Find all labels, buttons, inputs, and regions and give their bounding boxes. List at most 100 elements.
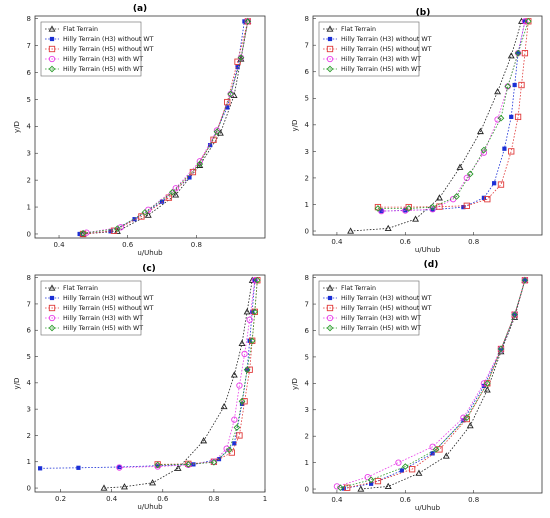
legend-label: Hilly Terrain (H3) with WT [341, 56, 421, 63]
data-point [225, 446, 233, 454]
y-tick-label: 8 [305, 15, 309, 23]
x-tick-label: 0.6 [400, 496, 412, 504]
data-point [79, 229, 87, 237]
data-point [463, 415, 470, 423]
data-point [244, 18, 252, 25]
legend-box [40, 280, 142, 336]
y-axis-label: y/D [291, 120, 299, 132]
data-point [524, 17, 532, 25]
data-point [405, 205, 413, 212]
data-point [357, 485, 365, 492]
data-point [463, 414, 471, 422]
y-tick-label: 4 [27, 123, 32, 131]
data-point [483, 386, 491, 393]
series-line [103, 280, 253, 489]
y-tick-label: 7 [27, 42, 31, 50]
legend-marker [48, 314, 56, 322]
data-point [100, 484, 108, 491]
data-point [253, 276, 261, 284]
legend-marker [48, 25, 56, 32]
y-tick-label: 5 [305, 95, 309, 103]
legend-label: Flat Terrain [341, 285, 376, 292]
data-point [494, 116, 501, 123]
legend-box [318, 280, 420, 336]
data-point [514, 49, 522, 57]
data-point [384, 224, 392, 231]
x-tick-label: 0.4 [53, 241, 65, 249]
y-tick-label: 2 [27, 177, 31, 185]
data-point [497, 114, 505, 122]
legend-label: Flat Terrain [63, 285, 98, 292]
plot-frame [312, 15, 543, 236]
plot-frame [34, 15, 266, 239]
series-line [83, 21, 249, 234]
legend-label: Hilly Terrain (H5) with WT [341, 66, 421, 73]
y-tick-label: 5 [27, 353, 31, 361]
data-point [477, 127, 484, 135]
data-point [521, 50, 529, 57]
data-point [237, 54, 245, 62]
data-point [466, 421, 474, 429]
data-point [481, 195, 486, 200]
data-point [120, 483, 128, 490]
y-tick-label: 1 [305, 201, 309, 209]
legend-marker [326, 314, 334, 322]
legend-label: Hilly Terrain (H5) with WT [341, 325, 421, 332]
data-point [172, 191, 180, 198]
series-line [340, 280, 526, 489]
x-tick-label: 0.4 [106, 495, 118, 503]
panel-3: (d) 0 1 2 3 4 5 6 7 8 0.4 0.6 0.8 u/Uhub y/D Flat Terra… [291, 260, 543, 512]
data-point [442, 452, 450, 459]
data-point [460, 414, 467, 421]
data-point [337, 484, 344, 492]
data-point [412, 215, 420, 222]
data-point [504, 83, 511, 90]
data-point [395, 459, 402, 466]
legend-label: Hilly Terrain (H3) without WT [341, 36, 432, 43]
data-point [243, 308, 251, 315]
legend-label: Hilly Terrain (H5) with WT [63, 66, 143, 73]
panel-1: (b) 0 1 2 3 4 5 6 7 8 0.4 0.6 0.8 u/Uhub y/D Flat Terra… [291, 8, 543, 254]
series-line [83, 21, 249, 235]
legend-label: Hilly Terrain (H5) without WT [63, 46, 154, 53]
panel-title: (a) [133, 4, 147, 14]
legend-marker [48, 284, 56, 291]
data-point [374, 203, 382, 211]
plot-frame [312, 274, 543, 494]
series-line [119, 280, 256, 468]
legend-marker [48, 45, 56, 53]
data-point [116, 464, 123, 471]
y-tick-label: 6 [27, 69, 32, 77]
data-point [231, 416, 238, 423]
data-point [159, 199, 165, 204]
data-point [189, 168, 197, 176]
x-tick-label: 1 [263, 495, 267, 503]
y-tick-label: 8 [27, 274, 31, 282]
data-point [453, 193, 460, 200]
data-point [236, 432, 243, 439]
data-point [504, 83, 512, 90]
y-tick-label: 7 [305, 42, 309, 50]
x-tick-label: 0.8 [468, 238, 479, 246]
y-tick-label: 5 [305, 353, 309, 361]
data-point [512, 82, 517, 88]
data-point [38, 466, 43, 471]
y-tick-label: 4 [27, 379, 32, 387]
series-line [79, 21, 245, 235]
x-tick-label: 0.6 [122, 241, 134, 249]
data-point [484, 196, 491, 203]
y-tick-label: 4 [305, 121, 310, 129]
data-point [238, 397, 246, 405]
data-point [210, 458, 218, 466]
series-line [347, 280, 526, 489]
legend-label: Hilly Terrain (H3) without WT [63, 36, 154, 43]
series-line [350, 21, 522, 232]
data-point [514, 113, 522, 121]
y-tick-label: 6 [305, 327, 310, 335]
legend-label: Hilly Terrain (H3) with WT [63, 56, 143, 63]
panel-2: (c) 0 1 2 3 4 5 6 7 8 0.2 0.4 0.6 0.8 1 u/Uhub y/D Flat T… [13, 264, 267, 511]
panel-title: (b) [416, 8, 431, 18]
data-point [480, 380, 488, 387]
data-point [456, 163, 464, 170]
